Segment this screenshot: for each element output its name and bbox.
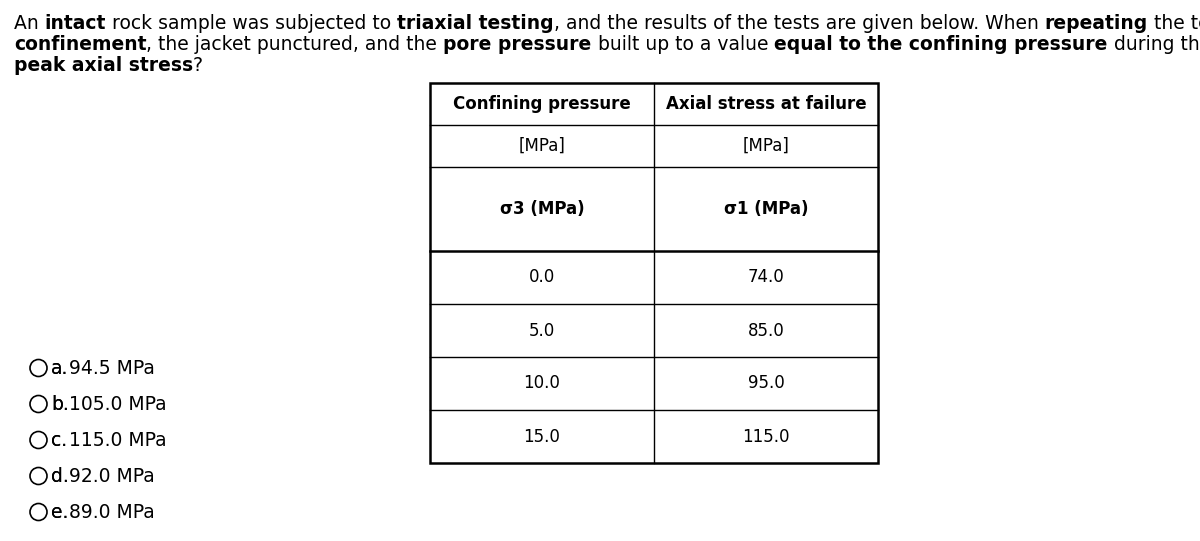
Text: e.: e.: [50, 503, 68, 522]
Text: built up to a value: built up to a value: [592, 35, 774, 54]
Text: during the test. What would be: during the test. What would be: [1108, 35, 1200, 54]
Text: 105.0 MPa: 105.0 MPa: [70, 394, 167, 413]
Text: 92.0 MPa: 92.0 MPa: [70, 466, 155, 485]
Text: 74.0: 74.0: [748, 268, 785, 287]
Text: 89.0 MPa: 89.0 MPa: [70, 503, 155, 522]
Text: b.: b.: [50, 394, 68, 413]
Text: confinement: confinement: [14, 35, 146, 54]
Text: 0.0: 0.0: [529, 268, 556, 287]
Text: intact: intact: [44, 14, 106, 33]
Text: 94.5 MPa: 94.5 MPa: [70, 359, 155, 378]
Text: [MPa]: [MPa]: [518, 137, 565, 155]
Bar: [430, 83, 878, 463]
Text: An: An: [14, 14, 44, 33]
Text: c.: c.: [50, 431, 67, 450]
Text: ?: ?: [193, 56, 203, 75]
Text: 15.0: 15.0: [523, 427, 560, 445]
Text: triaxial testing: triaxial testing: [397, 14, 554, 33]
Text: rock sample was subjected to: rock sample was subjected to: [106, 14, 397, 33]
Text: , and the results of the tests are given below. When: , and the results of the tests are given…: [554, 14, 1045, 33]
Text: σ1 (MPa): σ1 (MPa): [724, 200, 809, 218]
Text: , the jacket punctured, and the: , the jacket punctured, and the: [146, 35, 443, 54]
Text: 95.0: 95.0: [748, 374, 785, 393]
Text: a.: a.: [50, 359, 68, 378]
Text: c.: c.: [50, 431, 67, 450]
Text: peak axial stress: peak axial stress: [14, 56, 193, 75]
Text: 115.0: 115.0: [743, 427, 790, 445]
Text: d.: d.: [50, 466, 68, 485]
Text: Axial stress at failure: Axial stress at failure: [666, 95, 866, 113]
Text: [MPa]: [MPa]: [743, 137, 790, 155]
Text: d.: d.: [50, 466, 68, 485]
Text: 5.0: 5.0: [529, 321, 556, 340]
Text: pore pressure: pore pressure: [443, 35, 592, 54]
Text: 10.0: 10.0: [523, 374, 560, 393]
Text: b.: b.: [50, 394, 68, 413]
Text: repeating: repeating: [1045, 14, 1148, 33]
Text: 115.0 MPa: 115.0 MPa: [70, 431, 167, 450]
Text: 85.0: 85.0: [748, 321, 785, 340]
Text: equal to the confining pressure: equal to the confining pressure: [774, 35, 1108, 54]
Text: σ3 (MPa): σ3 (MPa): [499, 200, 584, 218]
Text: Confining pressure: Confining pressure: [454, 95, 631, 113]
Text: the test at: the test at: [1148, 14, 1200, 33]
Text: e.: e.: [50, 503, 68, 522]
Text: a.: a.: [50, 359, 68, 378]
